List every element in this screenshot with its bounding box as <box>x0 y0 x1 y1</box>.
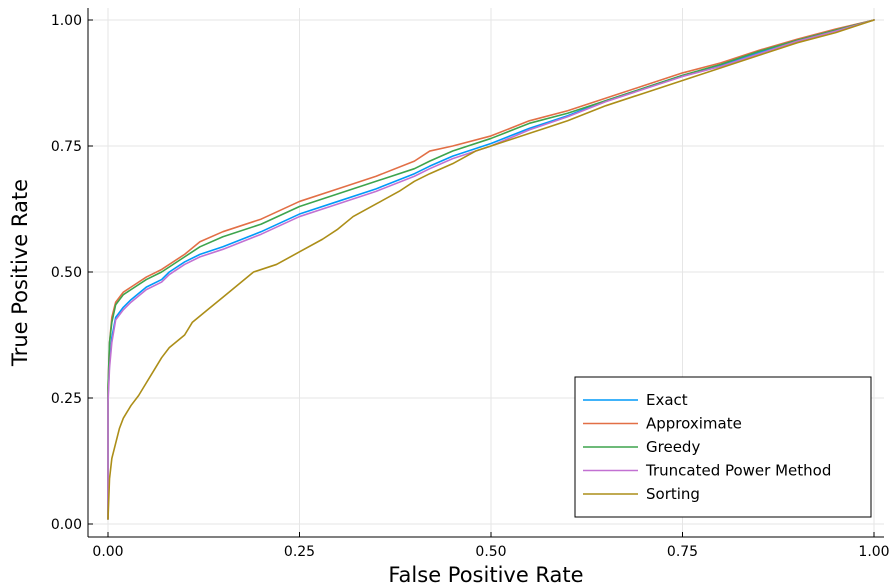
x-tick-label: 0.00 <box>92 544 123 560</box>
x-tick-label: 1.00 <box>858 544 889 560</box>
y-axis-title: True Positive Rate <box>8 179 32 367</box>
x-tick-label: 0.75 <box>667 544 698 560</box>
x-tick-label: 0.25 <box>284 544 315 560</box>
series-line-truncated-power-method <box>107 19 875 520</box>
series-lines <box>107 19 875 520</box>
series-line-sorting <box>107 19 875 520</box>
y-tick-label: 0.00 <box>51 517 82 533</box>
series-line-approximate <box>107 19 875 520</box>
axes: 0.00 0.25 0.50 0.75 1.00 0.00 0.25 0.50 0.75 1.00 <box>51 8 890 560</box>
y-tick-label: 1.00 <box>51 13 82 29</box>
x-axis-title: False Positive Rate <box>388 563 583 585</box>
legend-label-truncated-power-method: Truncated Power Method <box>645 462 831 480</box>
legend-label-greedy: Greedy <box>646 438 700 456</box>
legend: Exact Approximate Greedy Truncated Power Me… <box>574 376 872 518</box>
grid <box>88 8 884 537</box>
legend-label-exact: Exact <box>646 391 688 409</box>
legend-label-approximate: Approximate <box>646 415 742 433</box>
y-tick-label: 0.50 <box>51 265 82 281</box>
series-line-greedy <box>107 19 875 520</box>
y-tick-label: 0.75 <box>51 139 82 155</box>
legend-label-sorting: Sorting <box>646 485 700 503</box>
y-tick-label: 0.25 <box>51 391 82 407</box>
x-tick-label: 0.50 <box>475 544 506 560</box>
